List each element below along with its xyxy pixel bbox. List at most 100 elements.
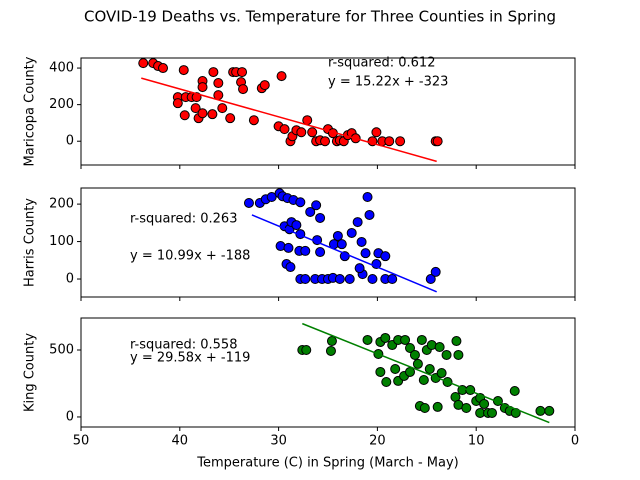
scatter-point: [451, 336, 462, 347]
scatter-point: [535, 405, 546, 416]
scatter-point: [334, 274, 345, 285]
scatter-point: [390, 364, 401, 375]
scatter-point: [432, 401, 443, 412]
scatter-point: [213, 78, 224, 89]
y-axis-label: Maricopa County: [23, 56, 38, 166]
scatter-point: [336, 239, 347, 250]
scatter-point: [436, 368, 447, 379]
scatter-point: [172, 98, 183, 109]
scatter-point: [158, 63, 169, 74]
y-tick-label: 500: [49, 343, 74, 358]
scatter-point: [400, 334, 411, 345]
scatter-point: [419, 402, 430, 413]
scatter-point: [354, 263, 365, 274]
x-tick-label: 20: [369, 434, 386, 449]
x-tick-label: 10: [468, 434, 485, 449]
scatter-point: [381, 377, 392, 388]
scatter-point: [311, 200, 322, 211]
y-tick-label: 0: [66, 134, 74, 149]
scatter-point: [461, 402, 472, 413]
scatter-point: [138, 58, 149, 69]
scatter-point: [248, 115, 259, 126]
scatter-point: [301, 345, 312, 356]
x-axis-label: Temperature (C) in Spring (March - May): [196, 456, 459, 471]
scatter-point: [371, 127, 382, 138]
scatter-point: [237, 67, 248, 78]
scatter-point: [424, 364, 435, 375]
scatter-point: [544, 405, 555, 416]
y-axis-label: King County: [23, 333, 38, 412]
scatter-point: [362, 191, 373, 202]
scatter-point: [344, 274, 355, 285]
scatter-point: [380, 332, 391, 343]
scatter-point: [453, 349, 464, 360]
scatter-point: [362, 334, 373, 345]
scatter-point: [208, 67, 219, 78]
scatter-point: [315, 247, 326, 258]
scatter-point: [320, 136, 331, 147]
scatter-point: [296, 127, 307, 138]
axes-frame: [80, 57, 576, 166]
y-tick-label: 0: [66, 272, 74, 287]
scatter-point: [197, 108, 208, 119]
scatter-point: [300, 245, 311, 256]
scatter-point: [332, 230, 343, 241]
scatter-point: [283, 242, 294, 253]
scatter-point: [479, 398, 490, 409]
regression-line: [302, 322, 550, 424]
scatter-point: [364, 209, 375, 220]
scatter-point: [238, 84, 249, 95]
figure-title: COVID-19 Deaths vs. Temperature for Thre…: [84, 8, 556, 26]
x-tick-label: 50: [73, 434, 90, 449]
scatter-point: [409, 349, 420, 360]
scatter-point: [509, 385, 520, 396]
scatter-point: [285, 262, 296, 273]
scatter-point: [325, 345, 336, 356]
scatter-point: [434, 342, 445, 353]
scatter-point: [360, 248, 371, 259]
scatter-point: [207, 109, 218, 120]
scatter-point: [326, 336, 337, 347]
scatter-point: [346, 227, 357, 238]
scatter-point: [178, 65, 189, 76]
scatter-point: [266, 191, 277, 202]
scatter-point: [384, 136, 395, 147]
axes-frame: [80, 317, 576, 428]
axes-frame: [80, 187, 576, 298]
annotation: r-squared: 0.263: [130, 212, 237, 227]
scatter-point: [190, 103, 201, 114]
annotation: y = 10.99x + -188: [130, 249, 250, 264]
scatter-point: [416, 334, 427, 345]
regression-line: [141, 77, 437, 163]
scatter-point: [179, 110, 190, 121]
y-axis-label: Harris County: [23, 198, 38, 287]
scatter-point: [441, 349, 452, 360]
scatter-point: [291, 220, 302, 231]
annotation: y = 29.58x + -119: [130, 351, 250, 366]
y-tick-label: 0: [66, 409, 74, 424]
scatter-point: [367, 274, 378, 285]
scatter-point: [243, 197, 254, 208]
scatter-point: [418, 374, 429, 385]
scatter-point: [356, 236, 367, 247]
x-tick-label: 40: [172, 434, 189, 449]
scatter-point: [307, 127, 318, 138]
scatter-point: [387, 274, 398, 285]
regression-line: [251, 214, 437, 293]
scatter-point: [197, 82, 208, 93]
scatter-point: [276, 71, 287, 82]
scatter-point: [305, 206, 316, 217]
scatter-point: [217, 103, 228, 114]
scatter-point: [300, 274, 311, 285]
scatter-point: [405, 342, 416, 353]
scatter-point: [380, 251, 391, 262]
scatter-point: [352, 217, 363, 228]
scatter-point: [430, 266, 441, 277]
x-tick-label: 0: [571, 434, 579, 449]
scatter-point: [425, 274, 436, 285]
y-tick-label: 200: [49, 197, 74, 212]
scatter-point: [375, 366, 386, 377]
scatter-point: [279, 124, 290, 135]
